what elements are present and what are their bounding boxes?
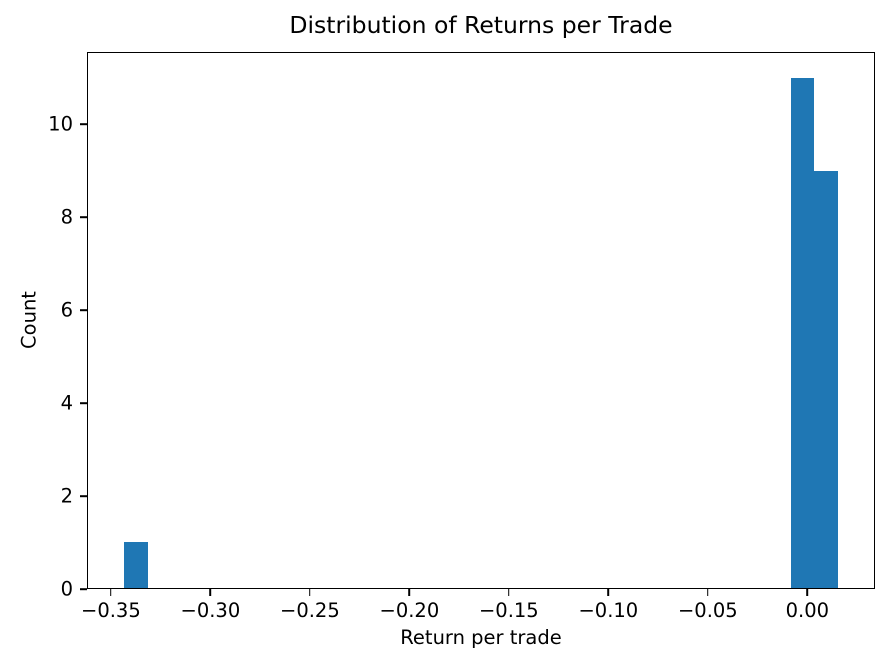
y-tick-label: 6 xyxy=(60,298,73,322)
histogram-bar xyxy=(124,541,148,588)
y-tick-mark xyxy=(80,495,87,497)
x-tick-mark xyxy=(607,589,610,596)
x-tick-mark xyxy=(806,589,809,596)
x-tick-mark xyxy=(707,589,709,596)
y-tick-mark xyxy=(80,588,87,590)
x-tick-mark xyxy=(408,589,411,596)
x-tick-label: −0.20 xyxy=(379,599,440,622)
histogram-bar xyxy=(790,78,815,588)
y-axis-label: Count xyxy=(17,291,41,349)
y-tick-mark xyxy=(80,216,87,218)
y-tick-mark xyxy=(80,123,87,125)
y-tick-label: 4 xyxy=(60,391,73,415)
x-tick-mark xyxy=(508,589,510,596)
x-axis-label: Return per trade xyxy=(400,626,562,649)
x-tick-label: −0.05 xyxy=(677,599,738,622)
x-tick-label: −0.15 xyxy=(478,599,539,622)
chart-title: Distribution of Returns per Trade xyxy=(289,11,673,39)
y-tick-label: 2 xyxy=(60,484,73,508)
x-tick-mark xyxy=(110,589,112,596)
x-tick-label: −0.35 xyxy=(80,599,141,622)
x-tick-mark xyxy=(209,589,212,596)
x-tick-label: −0.10 xyxy=(578,599,639,622)
y-tick-label: 0 xyxy=(60,577,73,601)
x-tick-label: −0.30 xyxy=(180,599,241,622)
y-tick-label: 8 xyxy=(60,205,73,229)
plot-area xyxy=(87,52,875,589)
y-tick-label: 10 xyxy=(48,112,73,136)
x-tick-label: −0.25 xyxy=(279,599,340,622)
x-tick-label: 0.00 xyxy=(785,599,830,622)
y-tick-mark xyxy=(80,402,87,404)
x-tick-mark xyxy=(309,589,311,596)
histogram-bar xyxy=(814,171,839,588)
y-tick-mark xyxy=(80,309,87,311)
